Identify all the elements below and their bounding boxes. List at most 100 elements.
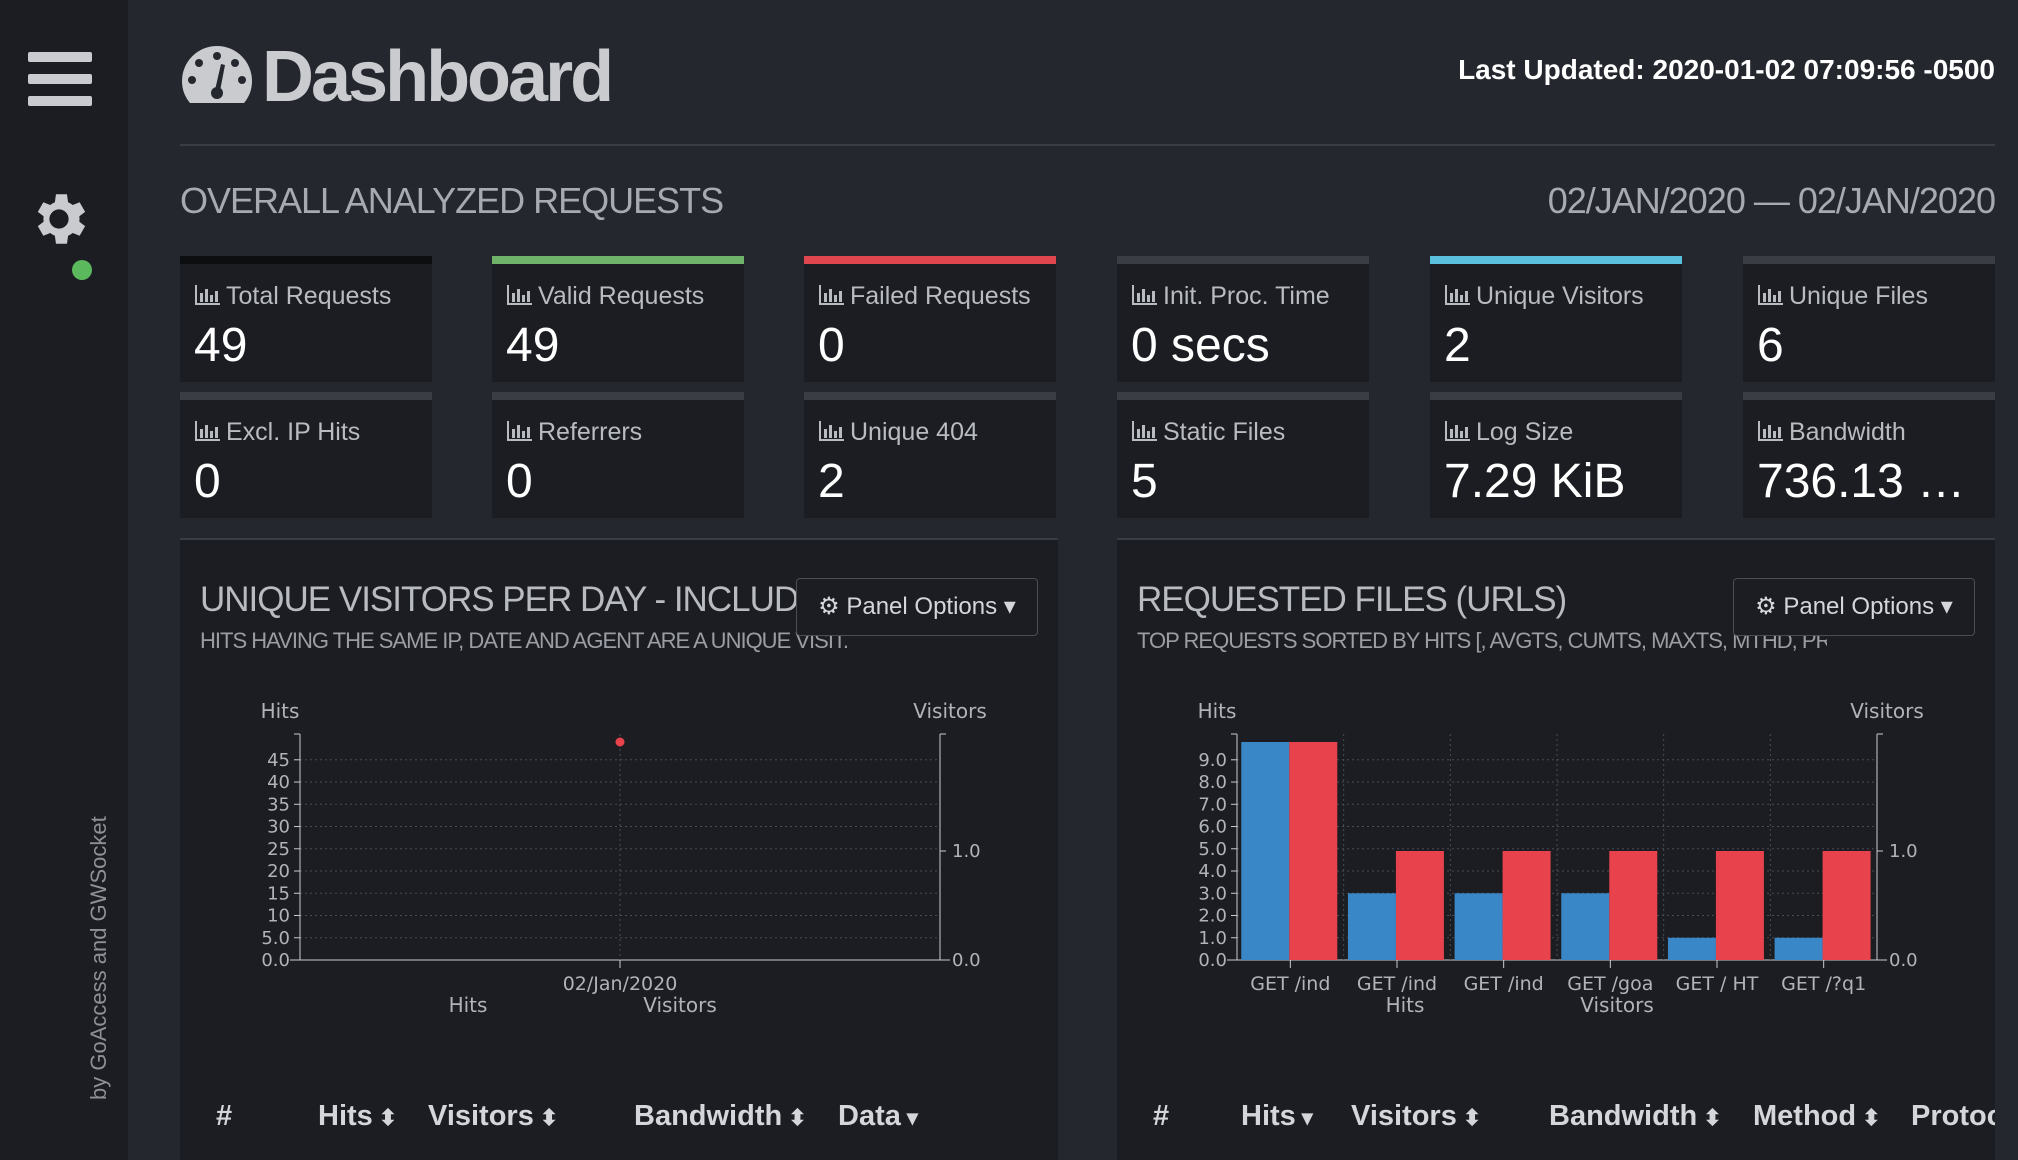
card-value: 0 [194,455,221,508]
col-hits[interactable]: Hits ⬍ [318,1100,397,1133]
bar-chart-icon [195,285,220,305]
card-unique-404: Unique 404 2 [804,392,1056,518]
bar-chart-icon [1132,421,1157,441]
col-protocol[interactable]: Protocol [1911,1100,1995,1133]
y-tick-label: 0.0 [261,950,290,971]
bar-chart-icon [1445,421,1470,441]
card-label: Failed Requests [850,282,1031,310]
page-title: Dashboard [262,37,614,117]
credit-prefix: by [86,1070,111,1100]
files-table-header: # Hits ▾ Visitors ⬍ Bandwidth ⬍ Method ⬍ Pro… [1117,1100,1995,1150]
col-label: Protocol [1911,1100,1995,1132]
bar-hits [1454,893,1503,960]
col-visitors[interactable]: Visitors ⬍ [1351,1100,1481,1133]
col-data[interactable]: Data ▾ [838,1100,918,1133]
bar-hits [1774,937,1823,960]
card-value: 2 [818,455,845,508]
visitors-panel: UNIQUE VISITORS PER DAY - INCLUDING SPID… [180,538,1058,1160]
bar-chart-icon [507,285,532,305]
visitors-table-header: # Hits ⬍ Visitors ⬍ Bandwidth ⬍ Data ▾ [180,1100,1058,1150]
col-label: # [1153,1100,1170,1132]
col-label: # [216,1100,233,1132]
y-tick-label: 1.0 [1198,928,1227,949]
bar-chart-icon [507,421,532,441]
x-tick-label: 02/Jan/2020 [563,973,678,995]
col-bandwidth[interactable]: Bandwidth ⬍ [634,1100,807,1133]
bar-chart-icon [819,285,844,305]
y-tick-label: 10 [267,906,290,927]
y-tick-label: 45 [267,750,290,771]
card-label: Init. Proc. Time [1163,282,1330,310]
col-label: Visitors [428,1100,534,1132]
col-hits[interactable]: Hits ▾ [1241,1100,1313,1133]
y-tick-label: 7.0 [1198,794,1227,815]
bar-hits [1561,893,1610,960]
col-index: # [1153,1100,1169,1133]
card-value: 5 [1131,455,1158,508]
x-tick-label: GET /goa [1567,973,1653,995]
visitors-panel-title: UNIQUE VISITORS PER DAY - INCLUDING SPID… [200,580,800,619]
date-range: 02/JAN/2020 — 02/JAN/2020 [1547,180,1996,221]
legend-visitors: Visitors [1580,993,1654,1017]
gear-icon: ⚙ [818,593,840,620]
card-label: Static Files [1163,418,1286,446]
card-value: 2 [1444,319,1471,372]
y2-tick-label: 0.0 [952,950,981,971]
card-referrers: Referrers 0 [492,392,744,518]
gear-icon[interactable] [26,186,92,252]
bar-chart-icon [1132,285,1157,305]
data-point-hits [615,737,625,747]
connection-status-dot [72,260,92,280]
visitors-panel-options-button[interactable]: ⚙ Panel Options ▾ [796,578,1038,636]
legend-hits: Hits [449,993,488,1017]
col-index: # [216,1100,232,1133]
card-label: Excl. IP Hits [226,418,361,446]
card-label: Total Requests [226,282,392,310]
y-tick-label: 3.0 [1198,883,1227,904]
panel-options-label: Panel Options [846,593,998,620]
card-unique-visitors: Unique Visitors 2 [1430,256,1682,382]
card-unique-files: Unique Files 6 [1743,256,1995,382]
header: Dashboard Last Updated: 2020-01-02 07:09… [180,0,1995,146]
y-axis-title: Hits [261,699,300,723]
overall-section-title: OVERALL ANALYZED REQUESTS [180,180,724,221]
gwsocket-link[interactable]: GWSocket [86,816,111,922]
card-value: 49 [194,319,248,372]
y-tick-label: 40 [267,772,290,793]
files-panel-options-button[interactable]: ⚙ Panel Options ▾ [1733,578,1975,636]
credit-text: by GoAccess and GWSocket [86,816,112,1100]
y-tick-label: 4.0 [1198,861,1227,882]
hamburger-menu-icon[interactable] [28,52,92,106]
card-label: Unique 404 [850,418,978,446]
bar-hits [1667,937,1716,960]
x-tick-label: GET / HT [1676,973,1759,995]
goaccess-link[interactable]: GoAccess [86,970,111,1071]
card-log-size: Log Size 7.29 KiB [1430,392,1682,518]
bar-visitors [1715,851,1764,960]
col-label: Bandwidth [1549,1100,1698,1132]
x-tick-label: GET /ind [1464,973,1544,995]
bar-visitors [1502,851,1551,960]
bar-chart-icon [819,421,844,441]
visitors-chart: Hits Visitors0.05.010152025303540450.01.0… [261,699,987,1017]
y-tick-label: 5.0 [1198,839,1227,860]
col-bandwidth[interactable]: Bandwidth ⬍ [1549,1100,1722,1133]
card-valid-requests: Valid Requests 49 [492,256,744,382]
y-tick-label: 8.0 [1198,772,1227,793]
card-value: 0 [818,319,845,372]
legend-visitors: Visitors [643,993,717,1017]
y2-axis-title: Visitors [913,699,987,723]
bar-chart-icon [1445,285,1470,305]
y2-tick-label: 1.0 [952,841,981,862]
card-excl-ip-hits: Excl. IP Hits 0 [180,392,432,518]
card-value: 0 secs [1131,319,1270,372]
y-tick-label: 9.0 [1198,750,1227,771]
bar-visitors [1289,742,1338,960]
col-visitors[interactable]: Visitors ⬍ [428,1100,558,1133]
y-tick-label: 5.0 [261,928,290,949]
col-label: Hits [318,1100,373,1132]
card-label: Bandwidth [1789,418,1906,446]
bar-hits [1241,742,1290,960]
visitors-panel-subtitle: HITS HAVING THE SAME IP, DATE AND AGENT … [200,628,849,653]
col-method[interactable]: Method ⬍ [1753,1100,1881,1133]
